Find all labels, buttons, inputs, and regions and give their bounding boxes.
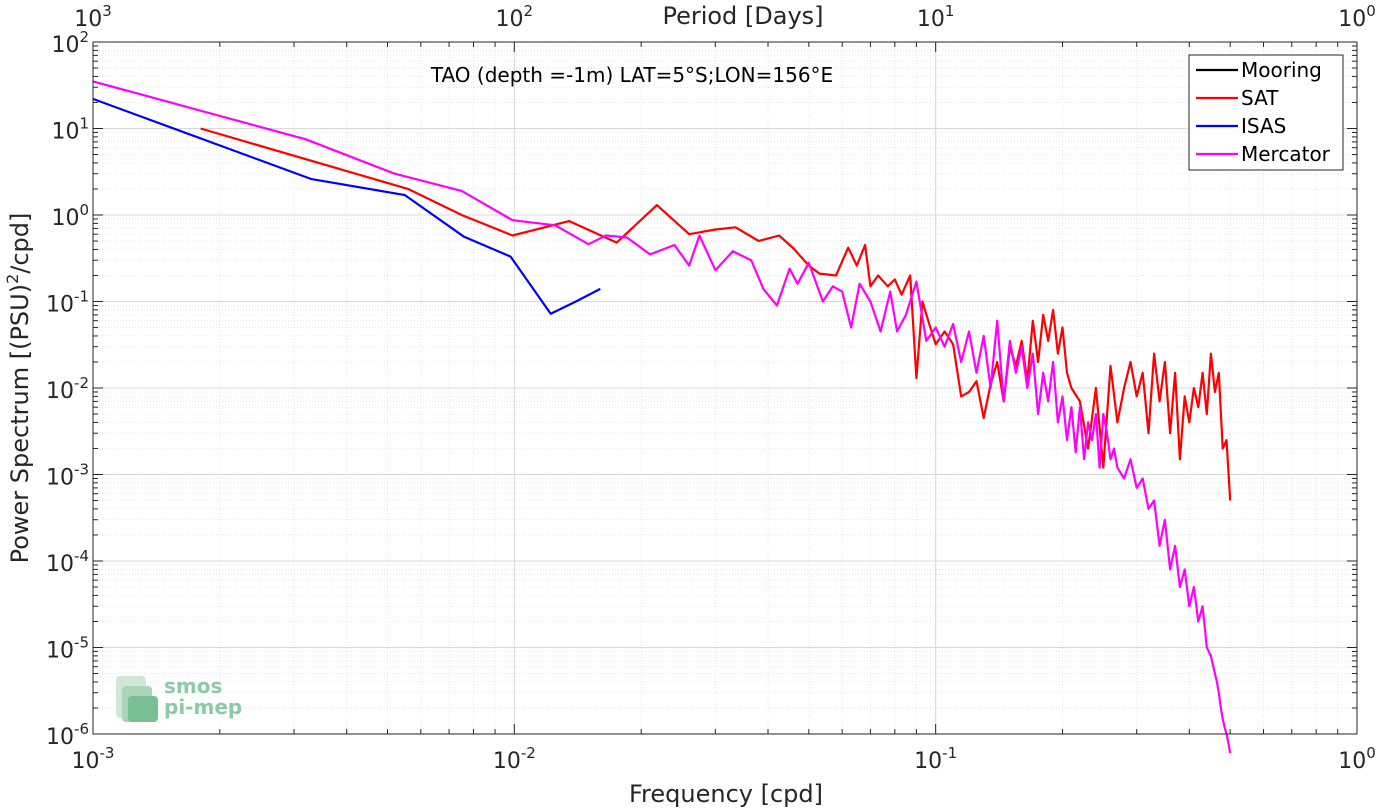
y-tick-label-base: 10: [46, 552, 74, 577]
y-axis-label-unit: /cpd]: [6, 213, 34, 274]
legend: Mooring SAT ISAS Mercator: [1188, 54, 1344, 171]
x-tick-label: 100: [1338, 744, 1376, 774]
y-axis-label-main: Power Spectrum [(PSU): [6, 284, 34, 563]
minor-grid: [93, 42, 1357, 734]
y-tick-label: 10-1: [46, 288, 89, 318]
x-tick-label-exp: -2: [521, 744, 536, 762]
top-tick-label-base: 10: [74, 7, 102, 32]
top-tick-label: 100: [1338, 2, 1376, 32]
top-tick-label: 103: [74, 2, 112, 32]
legend-label-sat: SAT: [1241, 86, 1279, 110]
y-tick-label-base: 10: [46, 379, 74, 404]
x-tick-label-base: 10: [914, 749, 942, 774]
series-line-isas: [92, 97, 601, 315]
smos-pi-mep-logo: smos pi-mep: [116, 674, 242, 722]
legend-label-mercator: Mercator: [1241, 142, 1331, 166]
x-tick-label: 10-1: [914, 744, 957, 774]
bottom-tick-labels: 10-3 10-2 10-1 100: [72, 744, 1376, 774]
legend-items: Mooring SAT ISAS Mercator: [1196, 58, 1331, 166]
legend-label-mooring: Mooring: [1241, 58, 1322, 82]
top-axis-label: Period [Days]: [662, 2, 823, 30]
y-tick-label-base: 10: [46, 466, 74, 491]
series-layer: [92, 80, 1232, 754]
y-tick-label-base: 10: [46, 293, 74, 318]
y-tick-label: 101: [51, 115, 89, 145]
y-tick-label-base: 10: [51, 206, 79, 231]
top-tick-label-base: 10: [917, 7, 945, 32]
top-tick-label-exp: 0: [1366, 2, 1376, 20]
y-tick-label: 10-2: [46, 374, 89, 404]
y-tick-label-exp: -4: [74, 547, 89, 565]
x-tick-label-exp: -1: [942, 744, 957, 762]
x-tick-label-base: 10: [1338, 749, 1366, 774]
logo-mark-front: [128, 696, 158, 722]
top-tick-label-exp: 1: [945, 2, 955, 20]
logo-line-1: smos: [164, 674, 222, 698]
y-tick-label: 10-6: [46, 720, 89, 750]
top-tick-label: 102: [496, 2, 534, 32]
y-axis-label: Power Spectrum [(PSU)2/cpd]: [3, 213, 34, 564]
y-tick-label-exp: 2: [79, 28, 89, 46]
y-tick-label: 100: [51, 201, 89, 231]
y-tick-label-exp: 0: [79, 201, 89, 219]
logo-line-2: pi-mep: [164, 695, 242, 719]
y-tick-label: 10-3: [46, 461, 89, 491]
series-line-mercator: [92, 80, 1232, 754]
top-tick-label-base: 10: [1338, 7, 1366, 32]
y-axis-label-sup: 2: [3, 274, 22, 284]
y-tick-label: 102: [51, 28, 89, 58]
y-tick-label-exp: -6: [74, 720, 89, 738]
x-axis-label: Frequency [cpd]: [629, 780, 823, 808]
y-tick-label-base: 10: [51, 120, 79, 145]
chart-title: TAO (depth =-1m) LAT=5°S;LON=156°E: [430, 63, 833, 87]
x-tick-label-base: 10: [72, 749, 100, 774]
tick-marks: [92, 41, 1358, 735]
top-tick-label-exp: 2: [524, 2, 534, 20]
y-tick-label-base: 10: [46, 639, 74, 664]
top-tick-label-base: 10: [496, 7, 524, 32]
y-tick-label-exp: -3: [74, 461, 89, 479]
y-tick-label-base: 10: [51, 33, 79, 58]
top-tick-label: 101: [917, 2, 955, 32]
y-tick-label-exp: 1: [79, 115, 89, 133]
top-tick-labels: 103 102 101 100: [74, 2, 1376, 32]
legend-box: [1188, 54, 1344, 171]
x-tick-label-exp: 0: [1366, 744, 1376, 762]
x-tick-label-exp: -3: [100, 744, 115, 762]
y-tick-label-base: 10: [46, 725, 74, 750]
y-tick-label: 10-5: [46, 634, 89, 664]
top-tick-label-exp: 3: [102, 2, 112, 20]
y-tick-label: 10-4: [46, 547, 89, 577]
x-tick-label: 10-2: [493, 744, 536, 774]
y-tick-label-exp: -5: [74, 634, 89, 652]
x-tick-label-base: 10: [493, 749, 521, 774]
y-tick-label-exp: -2: [74, 374, 89, 392]
x-tick-label: 10-3: [72, 744, 115, 774]
y-tick-label-exp: -1: [74, 288, 89, 306]
legend-label-isas: ISAS: [1241, 114, 1286, 138]
